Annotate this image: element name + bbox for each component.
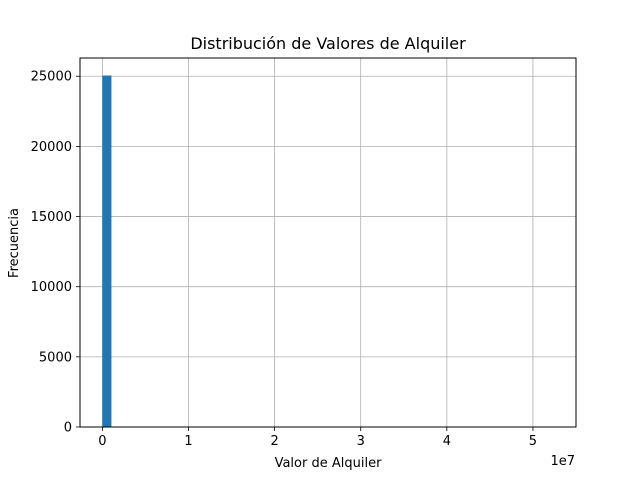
x-tick-label: 2	[270, 434, 278, 449]
histogram-bar	[102, 75, 112, 427]
histogram-bars	[102, 75, 112, 427]
grid-lines	[80, 58, 576, 428]
y-tick-label: 25000	[31, 70, 72, 85]
y-tick-label: 15000	[31, 210, 72, 225]
y-axis-label: Frecuencia	[7, 208, 22, 278]
x-tick-label: 0	[98, 434, 106, 449]
axis-ticks: 0 1 2 3 4 5 0 5000 10000 15000 20000 25000	[31, 70, 537, 449]
y-tick-label: 5000	[39, 350, 72, 365]
plot-frame	[79, 57, 577, 428]
chart-title: Distribución de Valores de Alquiler	[190, 34, 466, 53]
y-tick-label: 20000	[31, 140, 72, 155]
x-tick-label: 5	[529, 434, 537, 449]
x-tick-label: 1	[184, 434, 192, 449]
y-tick-label: 0	[64, 421, 72, 436]
y-tick-label: 10000	[31, 280, 72, 295]
x-tick-label: 3	[357, 434, 365, 449]
x-axis-label: Valor de Alquiler	[275, 456, 382, 471]
x-tick-label: 4	[443, 434, 451, 449]
x-axis-offset-label: 1e7	[550, 454, 575, 469]
